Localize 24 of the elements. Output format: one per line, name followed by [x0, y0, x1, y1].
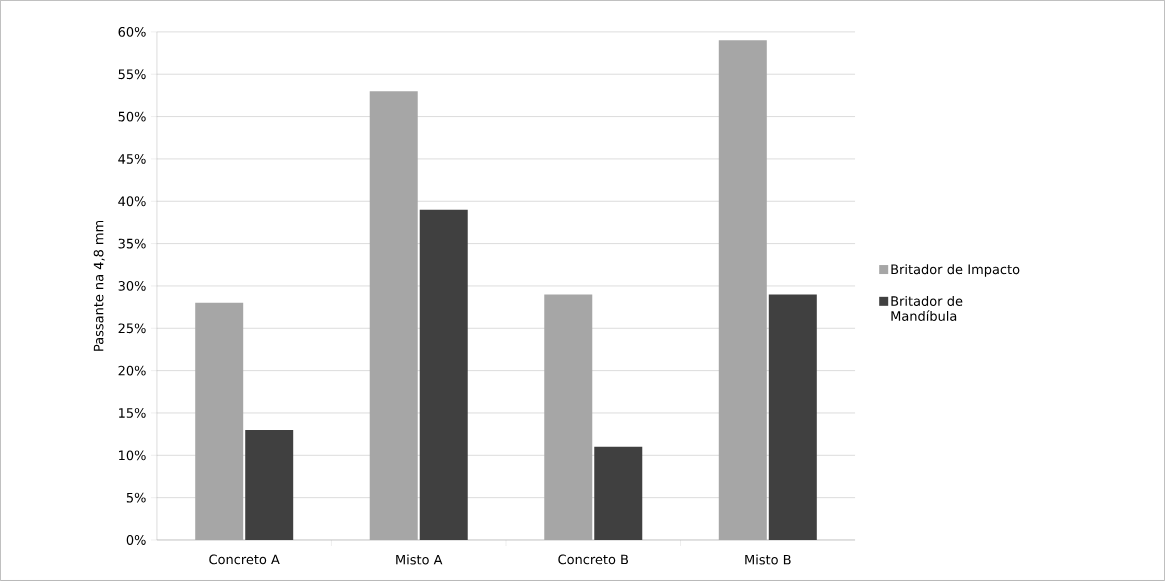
- y-tick-label: 55%: [118, 69, 146, 80]
- y-tick-label: 45%: [118, 154, 146, 164]
- bar: [768, 294, 817, 541]
- bar: [594, 446, 643, 541]
- x-tick-label: Concreto A: [209, 554, 280, 565]
- y-tick-label: 25%: [118, 323, 146, 334]
- legend-label: Britador de Mandíbula: [891, 295, 963, 321]
- bar: [245, 429, 294, 541]
- y-tick-label: 30%: [118, 281, 146, 291]
- bar: [419, 209, 468, 541]
- y-tick-label: 20%: [118, 365, 146, 376]
- y-axis-title: Passante na 4,8 mm: [93, 220, 105, 351]
- x-tick-label: Misto A: [396, 554, 443, 565]
- y-tick-label: 15%: [119, 408, 146, 418]
- y-tick-label: 35%: [118, 238, 146, 249]
- y-tick-label: 5%: [126, 492, 146, 503]
- x-tick-label: Concreto B: [558, 554, 628, 565]
- x-tick-label: Misto B: [745, 554, 791, 565]
- y-tick-label: 0%: [126, 535, 146, 545]
- legend-label: Britador de Impacto: [891, 264, 1020, 277]
- y-tick-label: 50%: [118, 111, 146, 122]
- y-tick-label: 60%: [118, 27, 146, 37]
- y-tick-label: 10%: [119, 450, 146, 461]
- y-tick-label: 40%: [118, 196, 146, 207]
